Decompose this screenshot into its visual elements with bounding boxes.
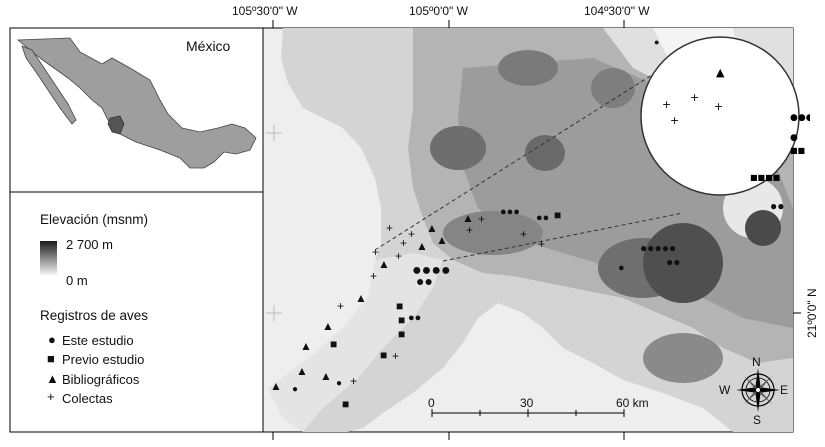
record-colecta: + (395, 249, 403, 263)
record-este: ●● (666, 255, 681, 269)
svg-text:+: + (662, 98, 671, 111)
record-colecta: + (466, 223, 474, 237)
svg-text:+: + (670, 114, 679, 127)
compass-e: E (780, 383, 789, 397)
legend-symbol-este: ● (48, 332, 56, 347)
record-bibliografico: ▲ (462, 211, 474, 225)
record-este: ●● (416, 273, 433, 289)
compass-rose-icon (736, 368, 780, 412)
record-este: ●●●●● (640, 241, 677, 255)
record-previo: ■ (554, 208, 562, 222)
elevation-high: 2 700 m (66, 237, 113, 252)
record-previo: ■ (342, 397, 350, 411)
legend-label-previo: Previo estudio (62, 352, 145, 367)
coord-top-2: 105º0'0" W (409, 4, 468, 18)
record-este: ●● (408, 312, 422, 324)
record-colecta: + (392, 349, 400, 363)
legend-label-biblio: Bibliográficos (62, 372, 140, 387)
record-bibliografico: ▲ (320, 369, 332, 383)
record-colecta: + (408, 227, 416, 241)
legend-label-colectas: Colectas (62, 391, 113, 406)
zoom-circle: + + + + ▲ ●●●● ● ■■ ■■■■ (640, 36, 810, 196)
record-bibliografico: ▲ (426, 221, 438, 235)
record-colecta: + (386, 221, 394, 235)
record-colecta: + (370, 269, 378, 283)
scale-tick-60: 60 km (616, 396, 649, 410)
legend-symbol-biblio: ▲ (46, 371, 59, 386)
record-previo: ■ (380, 348, 388, 362)
legend-symbol-previo: ■ (47, 351, 55, 366)
mexico-inset-map (16, 37, 257, 169)
record-previo: ■ (330, 337, 338, 351)
record-este: ● (618, 262, 625, 274)
svg-text:●: ● (790, 133, 798, 143)
record-colecta: + (538, 237, 546, 251)
coord-top-3: 104º30'0" W (584, 4, 650, 18)
svg-text:●●●●: ●●●● (790, 113, 810, 123)
record-bibliografico: ▲ (322, 319, 334, 333)
record-este: ●●● (500, 206, 520, 218)
baja-california (21, 45, 77, 125)
svg-text:■■■■: ■■■■ (750, 173, 780, 182)
legend-label-este: Este estudio (62, 333, 134, 348)
svg-text:+: + (714, 100, 723, 113)
record-previo: ■ (398, 313, 406, 327)
record-colecta: + (478, 212, 486, 226)
record-bibliografico: ▲ (300, 339, 312, 353)
record-colecta: + (520, 227, 528, 241)
mexico-shape (16, 37, 257, 169)
record-colecta: + (337, 299, 345, 313)
record-previo: ■ (396, 299, 404, 313)
record-colecta: + (350, 374, 358, 388)
record-bibliografico: ▲ (355, 291, 367, 305)
study-area-highlight (107, 115, 125, 135)
inset-label: México (186, 38, 231, 54)
record-colecta: + (400, 236, 408, 250)
svg-text:▲: ▲ (716, 66, 725, 79)
coord-right: 21º0'0" N (805, 288, 819, 338)
record-bibliografico: ▲ (296, 364, 308, 378)
scale-tick-30: 30 (520, 396, 534, 410)
zoom-line-upper (374, 67, 664, 251)
scale-bar (431, 409, 625, 417)
svg-text:■■: ■■ (790, 146, 805, 155)
record-bibliografico: ▲ (416, 239, 428, 253)
coord-top-1: 105º30'0" W (232, 4, 298, 18)
record-bibliografico: ▲ (378, 257, 390, 271)
compass-n: N (752, 355, 761, 369)
scale-tick-0: 0 (428, 396, 435, 410)
records-title: Registros de aves (40, 308, 149, 323)
svg-text:+: + (690, 91, 699, 104)
elevation-low: 0 m (66, 273, 88, 288)
record-este: ● (336, 378, 343, 389)
record-este: ●●●● (412, 262, 451, 279)
record-este: ● (292, 384, 299, 395)
record-previo: ■ (398, 327, 406, 341)
record-bibliografico: ▲ (270, 379, 282, 393)
record-colecta: + (372, 245, 380, 259)
record-este: ●● (536, 212, 550, 224)
zoom-line-lower (442, 212, 684, 262)
record-bibliografico: ▲ (436, 233, 448, 247)
record-este: ● (654, 37, 660, 47)
elevation-gradient (40, 241, 57, 275)
compass-w: W (719, 383, 731, 397)
legend-symbol-colectas: + (47, 389, 55, 404)
elevation-title: Elevación (msnm) (40, 212, 149, 227)
compass-s: S (753, 413, 762, 427)
record-este: ●● (770, 199, 785, 213)
